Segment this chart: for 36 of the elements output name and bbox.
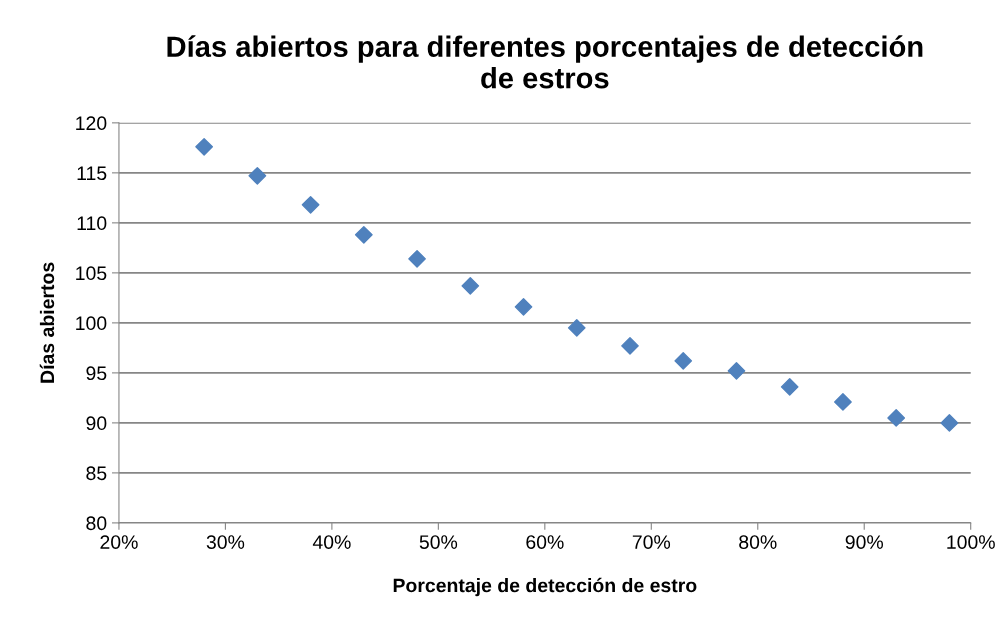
point bbox=[514, 297, 533, 316]
y-tick-label: 90 bbox=[86, 416, 107, 431]
y-tick-label: 80 bbox=[86, 516, 107, 531]
y-tick-label: 100 bbox=[76, 316, 107, 331]
x-tick-label: 30% bbox=[206, 535, 245, 549]
x-tick-label: 40% bbox=[312, 535, 351, 549]
point bbox=[887, 408, 906, 427]
point bbox=[408, 249, 426, 268]
point bbox=[567, 318, 586, 337]
y-tick-label: 110 bbox=[77, 216, 107, 231]
point bbox=[354, 225, 373, 244]
y-tick-label: 95 bbox=[86, 366, 107, 381]
point bbox=[834, 392, 852, 411]
x-tick-label: 20% bbox=[100, 535, 138, 549]
point bbox=[195, 137, 214, 156]
x-axis-title: Porcentaje de detección de estro bbox=[393, 577, 697, 597]
x-tick-label: 90% bbox=[845, 535, 883, 549]
x-tick-label: 80% bbox=[739, 535, 777, 549]
point bbox=[248, 166, 267, 185]
point bbox=[621, 336, 639, 355]
point bbox=[674, 351, 693, 370]
x-tick-label: 60% bbox=[526, 535, 564, 549]
point bbox=[461, 276, 480, 295]
point bbox=[727, 361, 746, 380]
chart-title: Días abiertos para diferentes porcentajes de detección de estros bbox=[167, 35, 923, 89]
y-axis-title: Días abiertos bbox=[39, 262, 55, 383]
x-tick-label: 50% bbox=[419, 535, 458, 549]
y-tick-label: 115 bbox=[77, 166, 107, 181]
point bbox=[301, 195, 320, 214]
point bbox=[780, 377, 799, 396]
x-tick-label: 100% bbox=[947, 535, 995, 549]
y-tick-label: 105 bbox=[76, 266, 107, 281]
point bbox=[940, 413, 959, 432]
x-tick-label: 70% bbox=[632, 535, 671, 549]
y-tick-label: 85 bbox=[86, 466, 107, 481]
y-tick-label: 120 bbox=[76, 116, 107, 131]
